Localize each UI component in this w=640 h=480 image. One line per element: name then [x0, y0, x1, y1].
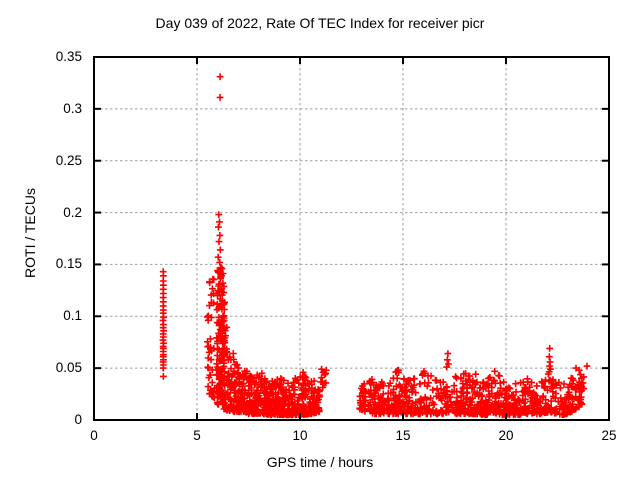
- y-tick-label: 0.05: [55, 360, 82, 376]
- y-tick-label: 0.15: [55, 256, 82, 272]
- x-tick-label: 0: [90, 428, 98, 443]
- y-tick-label: 0.2: [63, 204, 82, 220]
- x-tick-label: 5: [193, 428, 201, 443]
- y-tick-label: 0: [74, 412, 82, 427]
- x-tick-label: 20: [498, 428, 514, 443]
- y-tick-label: 0.25: [55, 152, 82, 168]
- y-tick-label: 0.35: [55, 49, 82, 64]
- plot-border: [93, 56, 610, 421]
- axis-ticks: [93, 56, 610, 421]
- chart-title: Day 039 of 2022, Rate Of TEC Index for r…: [155, 15, 485, 31]
- y-tick-label: 0.1: [63, 308, 82, 324]
- x-tick-label: 15: [395, 428, 411, 443]
- y-tick-label: 0.3: [63, 100, 82, 116]
- x-tick-label: 10: [292, 428, 308, 443]
- gridlines: [95, 58, 608, 419]
- x-tick-label: 25: [601, 428, 617, 443]
- x-axis-label: GPS time / hours: [266, 454, 374, 470]
- scatter-points: [159, 73, 591, 419]
